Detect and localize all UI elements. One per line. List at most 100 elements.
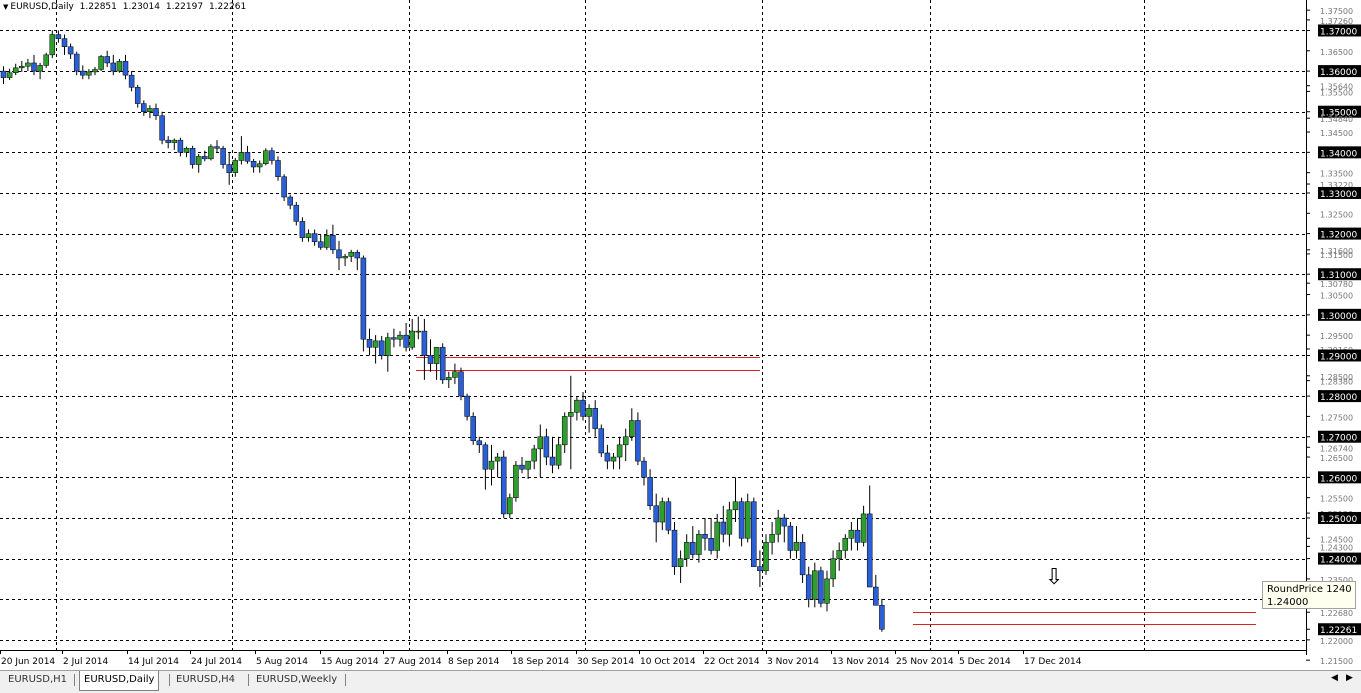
price-label: 1.30500	[1320, 292, 1353, 301]
price-label: 1.28380	[1320, 378, 1353, 387]
candle-body	[610, 456, 617, 462]
price-label-background	[1318, 268, 1361, 281]
candle-body	[665, 501, 672, 531]
candle-body	[738, 501, 745, 539]
candle-body	[226, 164, 232, 173]
tab-scroll-right-icon[interactable]: ▶	[1346, 673, 1353, 683]
price-label: 1.37500	[1320, 7, 1353, 16]
candle-body	[421, 330, 428, 356]
chart-symbol: EURUSD,Daily	[10, 2, 74, 12]
candle-body	[80, 70, 86, 76]
date-label: 18 Sep 2014	[512, 657, 569, 667]
candle-body	[92, 69, 98, 73]
date-label: 15 Aug 2014	[321, 657, 379, 667]
candle-body	[494, 456, 501, 462]
date-label: 10 Oct 2014	[640, 657, 696, 667]
price-label-background	[1318, 227, 1361, 240]
candle-body	[543, 436, 550, 458]
candle-body	[147, 108, 153, 112]
price-label: 1.26000	[1320, 474, 1357, 484]
candle-body	[317, 241, 324, 248]
candle-body	[629, 420, 635, 437]
candle-body	[641, 460, 647, 478]
tab-separator	[169, 674, 170, 686]
candle-body	[659, 501, 666, 523]
price-label-background	[1318, 186, 1361, 199]
candle-body	[177, 139, 184, 153]
candle-body	[324, 234, 330, 248]
candle-body	[720, 521, 727, 535]
candle-body	[336, 249, 342, 259]
candle-body	[580, 399, 586, 417]
candle-body	[671, 529, 678, 567]
price-label: 1.24300	[1320, 543, 1353, 552]
candle-body	[476, 440, 483, 446]
date-label: 24 Jul 2014	[191, 657, 242, 667]
candle-body	[55, 34, 62, 39]
candle-body	[49, 34, 56, 56]
price-label: 1.30780	[1320, 280, 1353, 289]
candle-body	[757, 566, 763, 572]
price-label-background	[1318, 390, 1361, 403]
tab-eurusd-h1[interactable]: EURUSD,H1	[8, 674, 68, 685]
candle-body	[677, 558, 684, 567]
candle-body	[153, 108, 159, 117]
tab-eurusd-daily[interactable]: EURUSD,Daily	[79, 671, 160, 691]
candle-body	[31, 62, 37, 72]
candle-body	[683, 542, 690, 559]
candle-body	[799, 542, 806, 576]
candle-body	[787, 525, 794, 551]
candle-body	[110, 62, 117, 72]
candle-body	[775, 517, 781, 535]
candle-body	[458, 371, 464, 397]
candle-body	[378, 340, 385, 356]
candle-body	[732, 501, 739, 511]
candle-body	[250, 161, 257, 168]
candle-body	[415, 330, 422, 333]
price-chart[interactable]: ⇩ 1.37500 1.37260 1.37000 1.36500 1.36000 1.35…	[0, 0, 1361, 670]
candle-body	[525, 460, 531, 470]
tab-scroll-left-icon[interactable]: ◀	[1331, 673, 1338, 683]
candle-body	[824, 578, 830, 604]
candle-body	[519, 464, 525, 470]
price-label: 1.25000	[1320, 515, 1357, 525]
candle-body	[482, 444, 489, 470]
candle-body	[848, 529, 855, 539]
candle-body	[854, 529, 861, 543]
candle-body	[702, 533, 708, 539]
price-label-background	[1318, 105, 1361, 118]
candle-body	[513, 464, 519, 498]
candle-body	[568, 412, 574, 417]
candle-body	[287, 196, 293, 206]
price-label: 1.35640	[1320, 83, 1353, 92]
candle-body	[238, 152, 245, 161]
tab-eurusd-weekly[interactable]: EURUSD,Weekly	[256, 674, 338, 685]
candle-body	[61, 38, 68, 47]
candle-body	[214, 146, 220, 149]
chart-low: 1.22197	[165, 2, 204, 12]
candle-body	[391, 337, 397, 340]
price-label: 1.33220	[1320, 181, 1353, 190]
price-label: 1.32000	[1320, 231, 1357, 241]
price-label: 1.31500	[1320, 251, 1353, 260]
candle-body	[354, 252, 361, 259]
candle-body	[25, 62, 31, 67]
candle-body	[537, 436, 544, 450]
price-label: 1.36000	[1320, 68, 1357, 78]
price-label: 1.28000	[1320, 393, 1357, 403]
tab-eurusd-h4[interactable]: EURUSD,H4	[176, 674, 236, 685]
candle-body	[189, 148, 196, 165]
candle-body	[726, 509, 733, 535]
price-label: 1.37000	[1320, 27, 1357, 37]
candle-body	[19, 65, 25, 69]
tab-separator	[74, 674, 75, 686]
chart-open: 1.22851	[79, 2, 117, 12]
candle-body	[43, 54, 49, 66]
tab-separator	[345, 674, 346, 686]
candle-body	[507, 497, 513, 515]
price-label: 1.29000	[1320, 352, 1357, 362]
candle-body	[714, 521, 720, 551]
price-label: 1.25500	[1320, 495, 1353, 504]
candle-body	[690, 542, 696, 555]
